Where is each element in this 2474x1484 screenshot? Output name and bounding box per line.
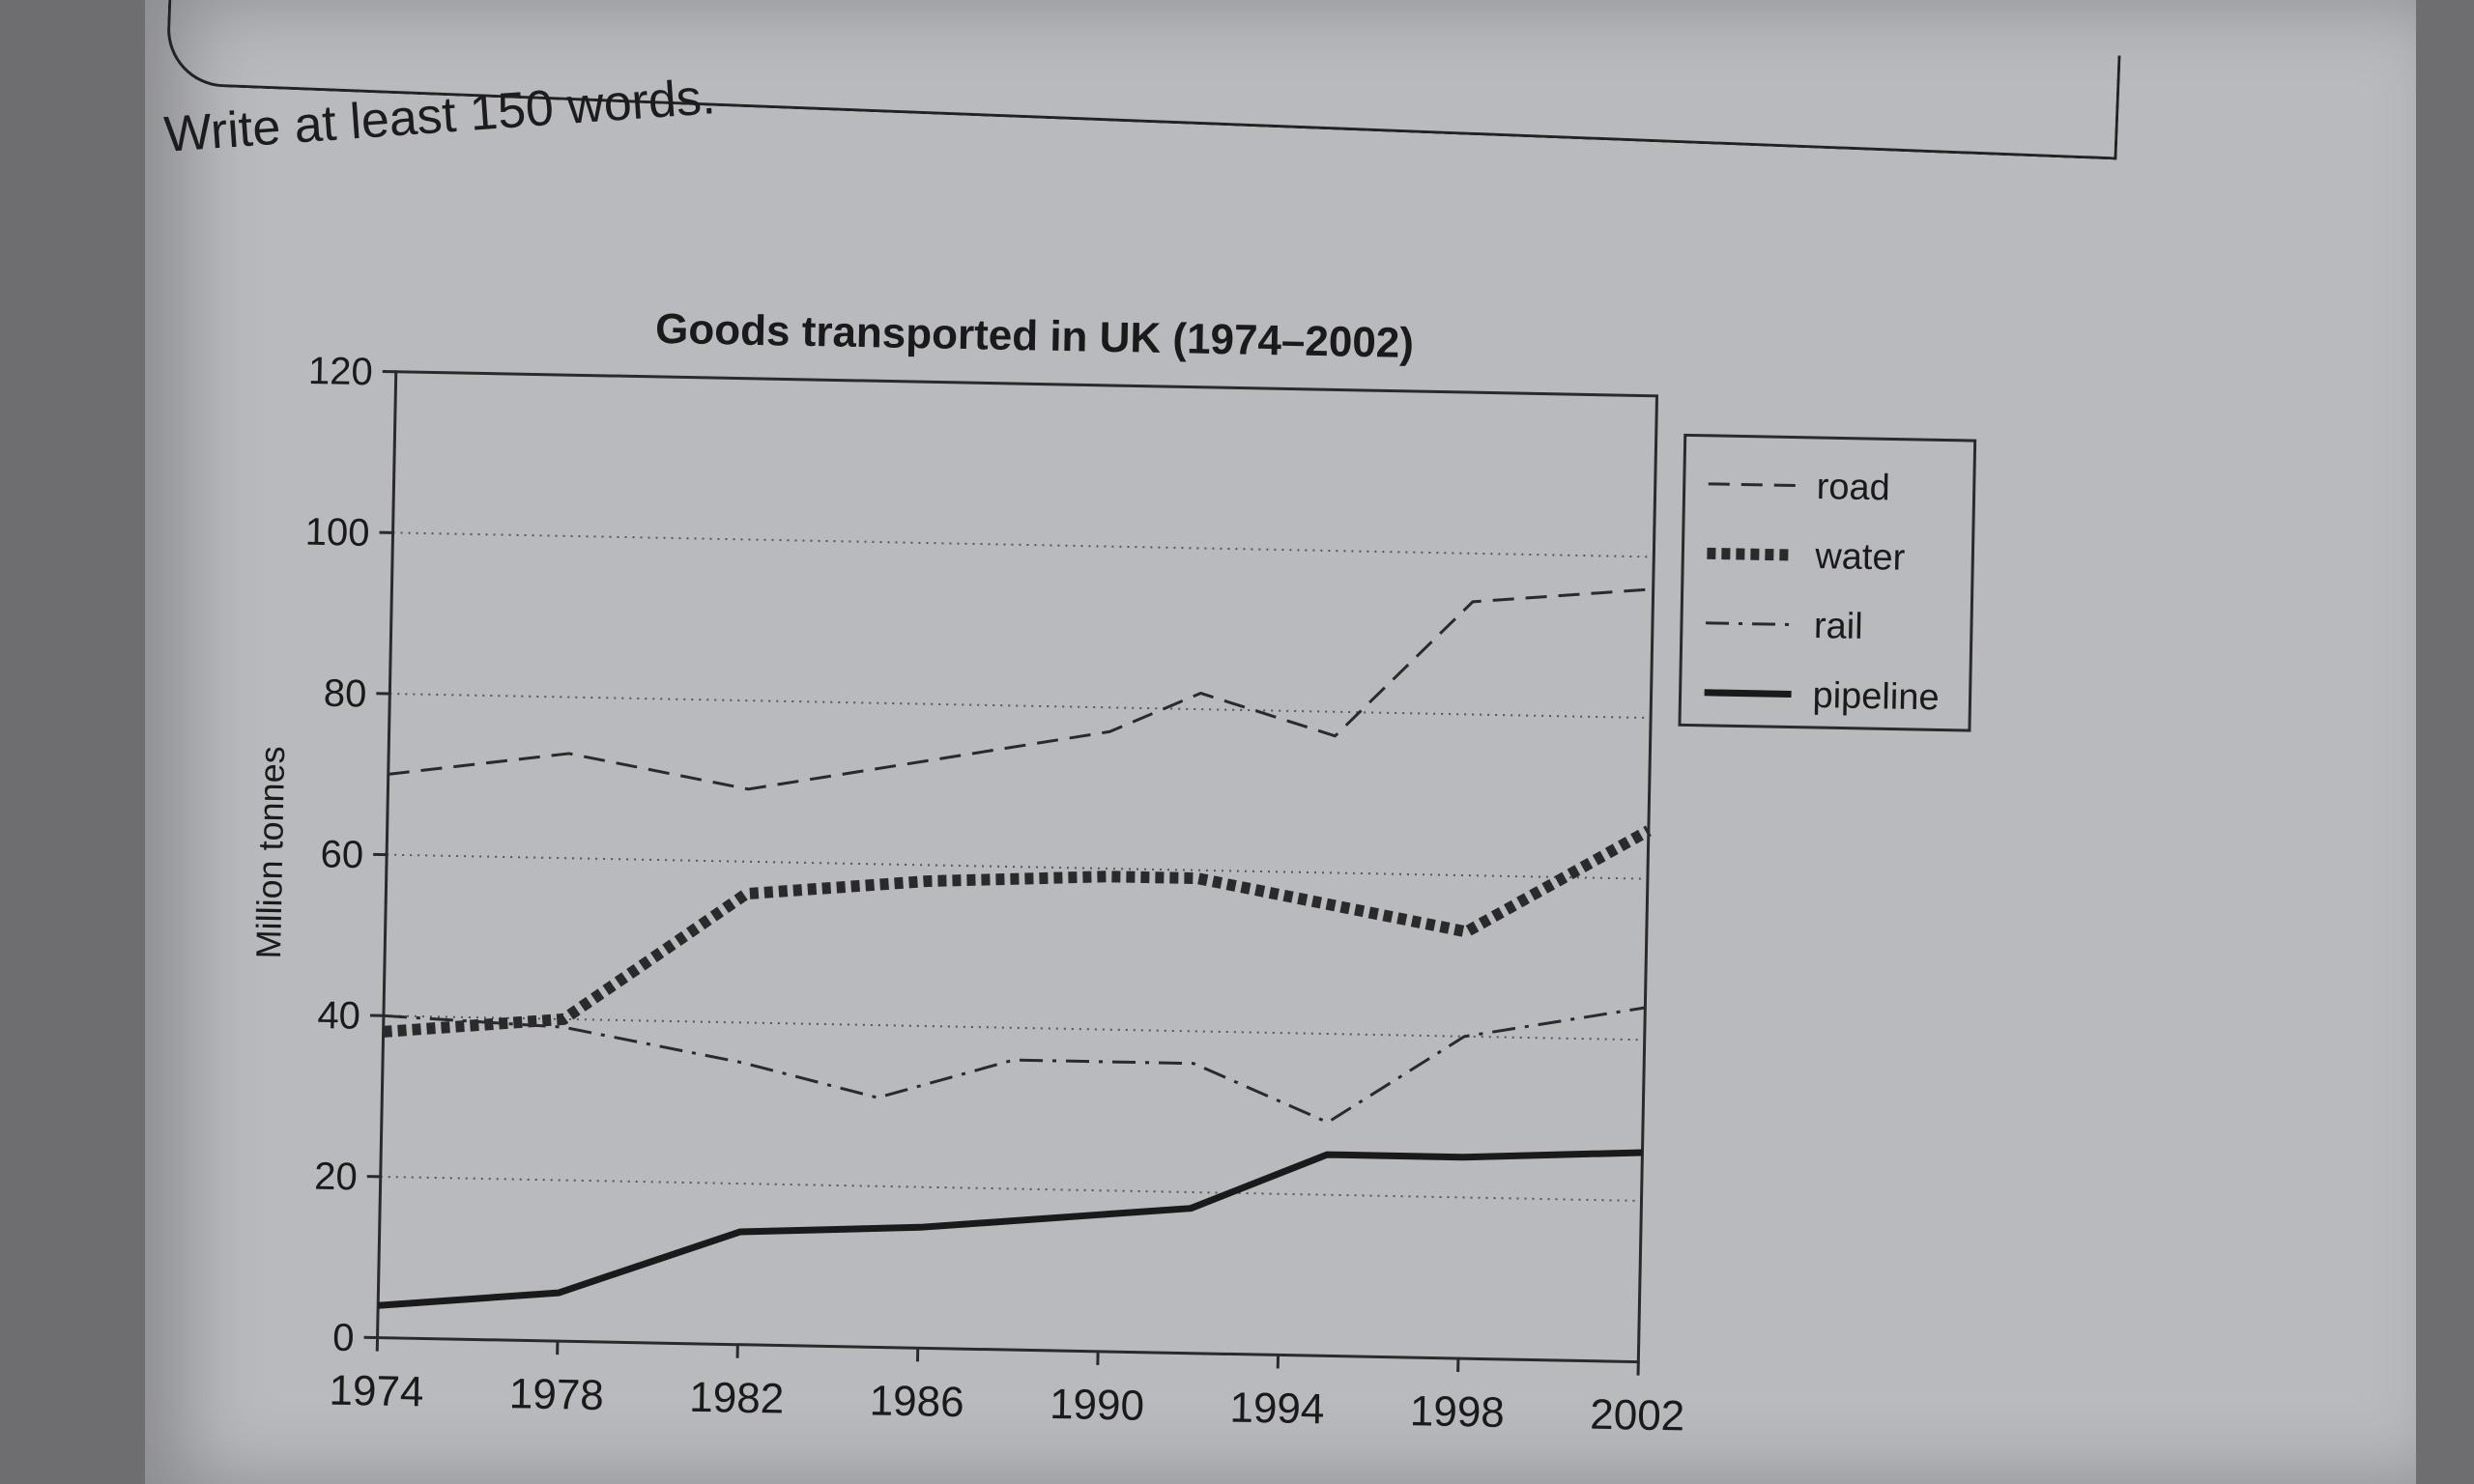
x-tick-label: 1994 [1229,1384,1325,1433]
y-tick-label: 60 [320,833,363,876]
grid-lines [380,531,1654,1202]
legend-swatch-pipeline [1704,689,1792,699]
legend-label-road: road [1816,467,1890,508]
plot-frame [376,370,1659,1364]
legend-label-pipeline: pipeline [1812,675,1940,719]
legend-label-rail: rail [1814,606,1863,647]
series-line-pipeline [377,1149,1643,1309]
legend-label-water: water [1814,536,1906,579]
x-tick-label: 1990 [1050,1381,1145,1430]
y-axis-label: Million tonnes [248,746,292,959]
axis-ticks: 0 20 40 60 80 100 120 1974 1978 1982 1986 1990 1994 1… [304,350,1685,1441]
legend-swatch-rail [1705,621,1794,627]
grid-line-100 [392,531,1654,558]
y-tick-label: 40 [317,994,360,1038]
series-line-rail [383,1006,1646,1125]
legend-box [1678,433,1977,732]
grid-line-60 [387,853,1648,880]
grid-line-40 [383,1014,1645,1042]
series-lines [377,587,1654,1309]
x-tick-label: 1978 [508,1370,604,1419]
book-page [145,0,2416,1484]
y-tick-label: 80 [323,672,366,716]
y-tick-label: 0 [332,1317,355,1359]
x-tick-label: 1974 [329,1367,424,1416]
legend-swatch-road [1708,482,1796,488]
series-line-road [388,587,1654,791]
grid-line-20 [380,1175,1642,1202]
legend-swatch-water [1707,547,1795,561]
y-tick-label: 20 [314,1156,358,1199]
legend: road water rail pipeline [1678,433,1977,732]
y-tick-label: 100 [304,511,370,555]
x-tick-label: 1982 [689,1374,785,1423]
chart-title: Goods transported in UK (1974–2002) [655,305,1415,367]
y-tick-label: 120 [308,350,374,393]
x-tick-label: 2002 [1590,1391,1685,1441]
grid-line-80 [389,693,1652,720]
series-line-water [383,825,1652,1038]
x-tick-label: 1998 [1409,1387,1505,1437]
x-tick-label: 1986 [869,1377,964,1426]
